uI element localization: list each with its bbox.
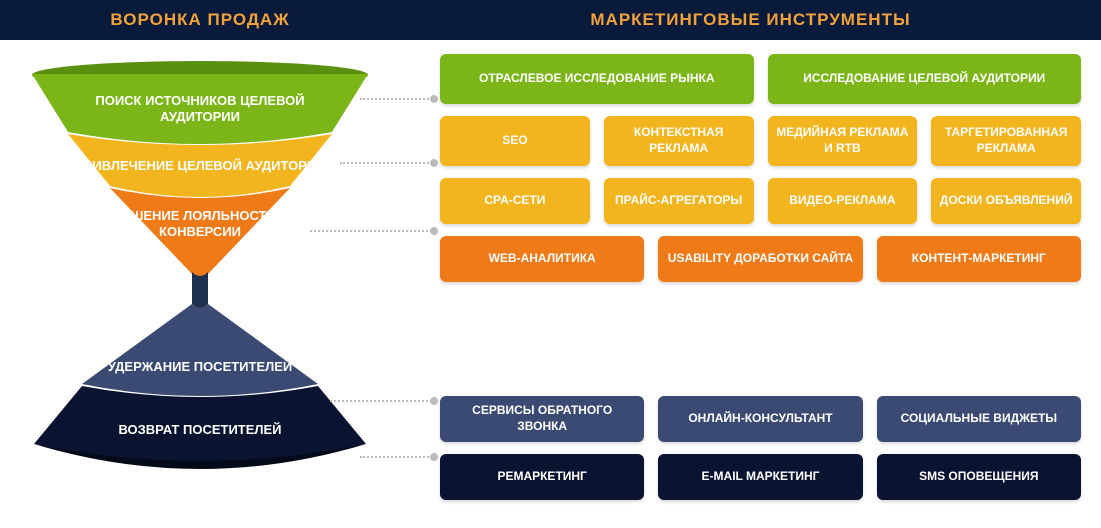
tool-card: ОНЛАЙН-КОНСУЛЬТАНТ (658, 396, 862, 442)
tool-card: КОНТЕКСТНАЯ РЕКЛАМА (604, 116, 754, 166)
tool-card: МЕДИЙНАЯ РЕКЛАМА И RTB (768, 116, 918, 166)
tool-card: СЕРВИСЫ ОБРАТНОГО ЗВОНКА (440, 396, 644, 442)
tool-card: WEB-АНАЛИТИКА (440, 236, 644, 282)
tools-row: WEB-АНАЛИТИКА USABILITY ДОРАБОТКИ САЙТА КО… (440, 236, 1081, 282)
main-area: ПОИСК ИСТОЧНИКОВ ЦЕЛЕВОЙ АУДИТОРИИ ПРИВЛ… (0, 40, 1101, 528)
tool-card: РЕМАРКЕТИНГ (440, 454, 644, 500)
tools-column: ОТРАСЛЕВОЕ ИССЛЕДОВАНИЕ РЫНКА ИССЛЕДОВАНИ… (400, 40, 1101, 528)
connector-line (330, 400, 432, 402)
tools-row: SEO КОНТЕКСТНАЯ РЕКЛАМА МЕДИЙНАЯ РЕКЛАМА И… (440, 116, 1081, 166)
funnel-label-5: ВОЗВРАТ ПОСЕТИТЕЛЕЙ (30, 422, 370, 438)
funnel-label-1: ПОИСК ИСТОЧНИКОВ ЦЕЛЕВОЙ АУДИТОРИИ (30, 93, 370, 126)
tool-card: СОЦИАЛЬНЫЕ ВИДЖЕТЫ (877, 396, 1081, 442)
header-title-left: ВОРОНКА ПРОДАЖ (0, 10, 400, 30)
tool-card: ПРАЙС-АГРЕГАТОРЫ (604, 178, 754, 224)
tool-card: КОНТЕНТ-МАРКЕТИНГ (877, 236, 1081, 282)
funnel-slice-3: ПОВЫШЕНИЕ ЛОЯЛЬНОСТИ ЦА И КОНВЕРСИИ (30, 188, 370, 278)
connector-line (360, 456, 432, 458)
connector-line (340, 162, 432, 164)
connector-line (310, 230, 432, 232)
tools-row: СЕРВИСЫ ОБРАТНОГО ЗВОНКА ОНЛАЙН-КОНСУЛЬТА… (440, 396, 1081, 442)
connector-line (360, 98, 432, 100)
tool-card: SMS ОПОВЕЩЕНИЯ (877, 454, 1081, 500)
hourglass-funnel: ПОИСК ИСТОЧНИКОВ ЦЕЛЕВОЙ АУДИТОРИИ ПРИВЛ… (30, 60, 370, 520)
header-title-right: МАРКЕТИНГОВЫЕ ИНСТРУМЕНТЫ (400, 10, 1101, 30)
tool-card: ОТРАСЛЕВОЕ ИССЛЕДОВАНИЕ РЫНКА (440, 54, 754, 104)
tool-card: ВИДЕО-РЕКЛАМА (768, 178, 918, 224)
funnel-label-2: ПРИВЛЕЧЕНИЕ ЦЕЛЕВОЙ АУДИТОРИИ (30, 158, 370, 174)
tool-card: ДОСКИ ОБЪЯВЛЕНИЙ (931, 178, 1081, 224)
tool-card: USABILITY ДОРАБОТКИ САЙТА (658, 236, 862, 282)
tools-row: РЕМАРКЕТИНГ E-MAIL МАРКЕТИНГ SMS ОПОВЕЩЕНИ… (440, 454, 1081, 500)
funnel-column: ПОИСК ИСТОЧНИКОВ ЦЕЛЕВОЙ АУДИТОРИИ ПРИВЛ… (0, 40, 400, 528)
tool-card: E-MAIL МАРКЕТИНГ (658, 454, 862, 500)
funnel-label-4: УДЕРЖАНИЕ ПОСЕТИТЕЛЕЙ (30, 358, 370, 374)
header-bar: ВОРОНКА ПРОДАЖ МАРКЕТИНГОВЫЕ ИНСТРУМЕНТЫ (0, 0, 1101, 40)
tool-card: SEO (440, 116, 590, 166)
row-spacer (440, 294, 1081, 384)
funnel-slice-4: УДЕРЖАНИЕ ПОСЕТИТЕЛЕЙ (30, 304, 370, 396)
tool-card: CPA-СЕТИ (440, 178, 590, 224)
tools-row: CPA-СЕТИ ПРАЙС-АГРЕГАТОРЫ ВИДЕО-РЕКЛАМА ДОС… (440, 178, 1081, 224)
funnel-label-3: ПОВЫШЕНИЕ ЛОЯЛЬНОСТИ ЦА И КОНВЕРСИИ (30, 208, 370, 241)
tool-card: ИССЛЕДОВАНИЕ ЦЕЛЕВОЙ АУДИТОРИИ (768, 54, 1082, 104)
tool-card: ТАРГЕТИРОВАННАЯ РЕКЛАМА (931, 116, 1081, 166)
funnel-bottom-rim (30, 444, 370, 478)
tools-row: ОТРАСЛЕВОЕ ИССЛЕДОВАНИЕ РЫНКА ИССЛЕДОВАНИ… (440, 54, 1081, 104)
